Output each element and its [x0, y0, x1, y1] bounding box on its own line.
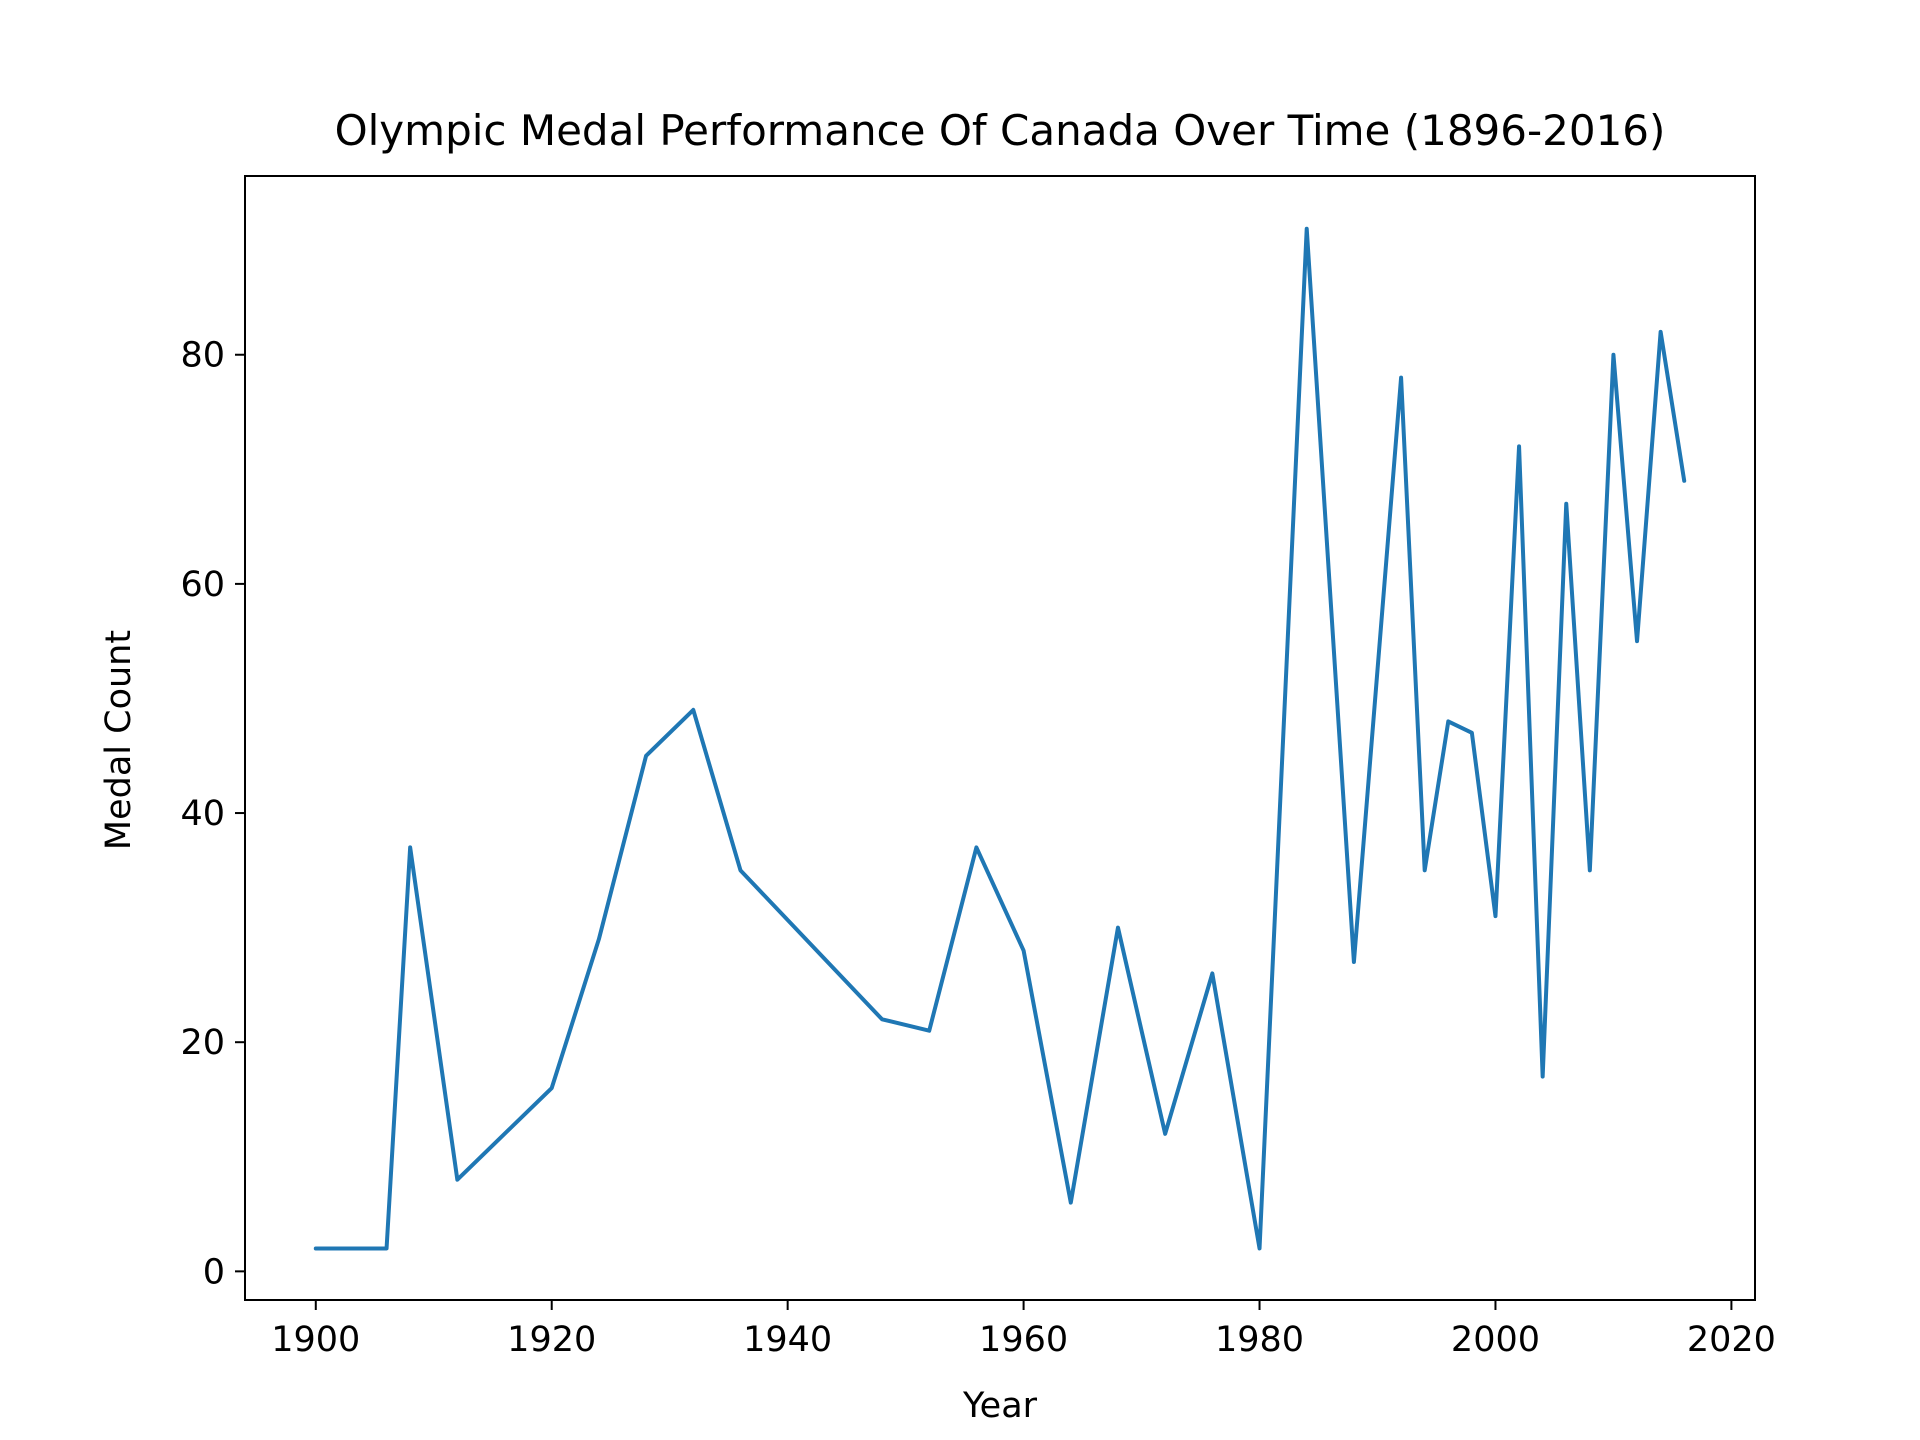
y-tick-label: 20 — [180, 1023, 225, 1063]
x-axis: 1900 1920 1940 1960 1980 2000 2020 — [271, 1300, 1776, 1360]
series-line — [313, 226, 1687, 1251]
y-tick-label: 0 — [203, 1252, 225, 1292]
plot-area — [313, 226, 1687, 1251]
x-tick-label: 1920 — [507, 1320, 596, 1360]
y-axis-label: Medal Count — [99, 630, 139, 850]
x-tick-label: 1980 — [1215, 1320, 1304, 1360]
x-tick-label: 1900 — [271, 1320, 360, 1360]
x-axis-label: Year — [962, 1386, 1038, 1426]
y-tick-label: 60 — [180, 565, 225, 605]
y-tick-label: 80 — [180, 336, 225, 376]
chart-title: Olympic Medal Performance Of Canada Over… — [335, 106, 1666, 155]
x-tick-label: 2020 — [1687, 1320, 1776, 1360]
x-tick-label: 1960 — [979, 1320, 1068, 1360]
x-tick-label: 1940 — [743, 1320, 832, 1360]
y-tick-label: 40 — [180, 794, 225, 834]
plot-frame — [244, 175, 1756, 1301]
y-axis: 0 20 40 60 80 — [180, 336, 245, 1292]
x-tick-label: 2000 — [1451, 1320, 1540, 1360]
